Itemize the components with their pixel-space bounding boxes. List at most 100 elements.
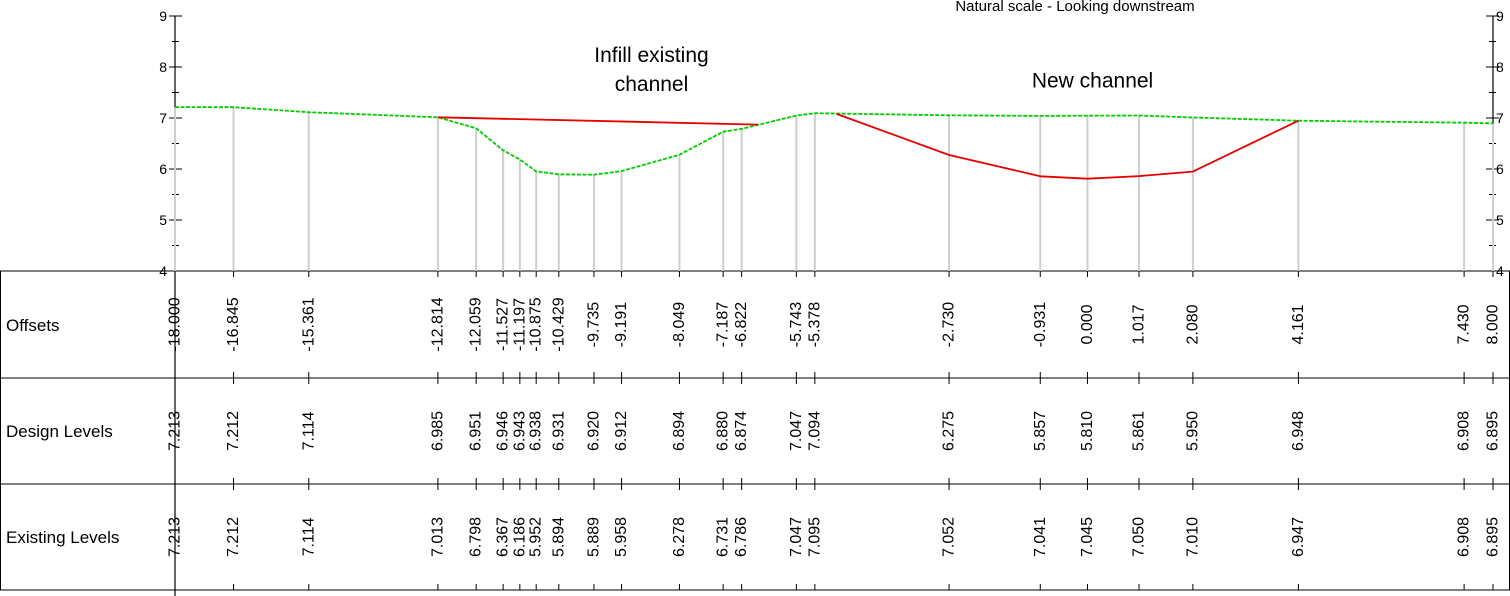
- offset-value: -16.845: [225, 297, 242, 351]
- offset-value: -11.527: [495, 298, 512, 351]
- existing-level-value: 7.114: [300, 517, 317, 556]
- design-level-value: 7.094: [806, 411, 823, 451]
- offset-value: -10.875: [528, 297, 545, 351]
- y-tick-label-right: 8: [1496, 59, 1504, 75]
- y-tick-label-right: 5: [1496, 212, 1504, 228]
- existing-level-value: 7.050: [1131, 517, 1148, 557]
- existing-ground-line: [174, 106, 1494, 176]
- design-level-value: 6.880: [715, 411, 732, 451]
- existing-level-value: 7.041: [1032, 517, 1049, 557]
- data-table: Offsets Design Levels Existing Levels: [0, 270, 1510, 591]
- design-level-value: 7.213: [167, 411, 184, 451]
- existing-level-value: 7.047: [788, 517, 805, 557]
- y-tick-label-right: 9: [1496, 8, 1504, 24]
- existing-level-value: 5.952: [528, 517, 545, 557]
- plot-series: [174, 106, 1494, 180]
- y-tick-label-left: 5: [159, 212, 167, 228]
- design-level-value: 6.985: [429, 411, 446, 451]
- existing-level-value: 7.045: [1079, 517, 1096, 557]
- y-tick-label-left: 4: [159, 263, 167, 279]
- offset-value: 4.161: [1290, 304, 1307, 344]
- offset-value: -12.059: [468, 297, 485, 351]
- row-label-existing-levels: Existing Levels: [6, 528, 119, 547]
- design-level-value: 5.861: [1131, 411, 1148, 451]
- chart-annotations: Infill existing channel New channel: [594, 44, 1153, 96]
- existing-level-value: 6.798: [468, 517, 485, 557]
- design-level-value: 6.894: [671, 411, 688, 451]
- offset-value: 8.000: [1485, 304, 1502, 344]
- offset-value: 1.017: [1131, 304, 1148, 344]
- annotation-line: channel: [615, 73, 689, 96]
- existing-level-value: 6.186: [511, 517, 528, 557]
- offset-value: -10.429: [550, 297, 567, 351]
- y-tick-label-right: 7: [1496, 110, 1504, 126]
- existing-level-value: 7.010: [1184, 517, 1201, 557]
- design-level-value: 6.946: [495, 411, 512, 451]
- table-values: -18.000 -16.845 -15.361 -12.814 -12.059 -11.5…: [167, 271, 1502, 590]
- y-tick-label-left: 9: [159, 8, 167, 24]
- chart-annotation: New channel: [1032, 69, 1153, 92]
- existing-level-value: 5.894: [550, 517, 567, 557]
- y-tick-label-right: 4: [1496, 263, 1504, 279]
- existing-level-value: 6.947: [1290, 517, 1307, 557]
- existing-level-value: 7.095: [806, 517, 823, 557]
- design-level-value: 7.047: [788, 411, 805, 451]
- existing-level-value: 5.889: [586, 517, 603, 557]
- existing-level-value: 5.958: [613, 517, 630, 557]
- design-level-value: 6.920: [586, 411, 603, 451]
- y-tick-label-left: 7: [159, 110, 167, 126]
- existing-level-value: 6.367: [495, 517, 512, 557]
- existing-level-value: 6.895: [1485, 517, 1502, 557]
- station-lines: [174, 107, 1494, 271]
- offset-value: -8.049: [671, 302, 688, 347]
- existing-level-value: 7.013: [429, 517, 446, 557]
- design-level-value: 6.948: [1290, 411, 1307, 451]
- design-level-value: 5.950: [1184, 411, 1201, 451]
- existing-level-value: 7.212: [225, 517, 242, 557]
- design-level-value: 6.943: [511, 411, 528, 451]
- offset-value: -0.931: [1032, 302, 1049, 347]
- offset-value: -12.814: [429, 297, 446, 351]
- existing-level-value: 6.786: [733, 517, 750, 557]
- offset-value: -18.000: [167, 297, 184, 351]
- offset-value: -9.735: [586, 302, 603, 347]
- offset-value: -9.191: [613, 302, 630, 347]
- annotation-line: New channel: [1032, 69, 1153, 92]
- offset-value: -5.743: [788, 302, 805, 347]
- existing-level-value: 6.908: [1456, 517, 1473, 557]
- existing-level-value: 6.278: [671, 517, 688, 557]
- chart-title: Natural scale - Looking downstream: [955, 0, 1194, 15]
- offset-value: -7.187: [715, 302, 732, 347]
- design-level-value: 6.912: [613, 411, 630, 451]
- design-level-value: 6.895: [1485, 411, 1502, 451]
- design-level-value: 6.931: [550, 411, 567, 451]
- y-tick-label-left: 6: [159, 161, 167, 177]
- offset-value: 0.000: [1079, 304, 1096, 344]
- design-level-value: 6.938: [528, 411, 545, 451]
- y-axis-ticks: 4 4 5 5 6 6 7 7 8 8 9 9: [159, 8, 1504, 279]
- y-tick-label-right: 6: [1496, 161, 1504, 177]
- offset-value: -6.822: [733, 302, 750, 347]
- row-label-offsets: Offsets: [6, 316, 60, 335]
- existing-level-value: 6.731: [715, 517, 732, 557]
- offset-value: -2.730: [941, 302, 958, 347]
- design-level-value: 6.908: [1456, 411, 1473, 451]
- offset-value: -5.378: [806, 302, 823, 347]
- annotation-line: Infill existing: [594, 44, 708, 67]
- existing-level-value: 7.213: [167, 517, 184, 557]
- offset-value: -11.197: [511, 298, 528, 351]
- y-tick-label-left: 8: [159, 59, 167, 75]
- design-level-value: 6.874: [733, 411, 750, 451]
- chart-annotation: Infill existing channel: [594, 44, 708, 96]
- offset-value: -15.361: [300, 297, 317, 351]
- design-level-value: 6.275: [941, 411, 958, 451]
- row-label-design-levels: Design Levels: [6, 422, 113, 441]
- design-level-value: 6.951: [468, 411, 485, 451]
- design-line: [437, 116, 759, 126]
- design-level-value: 7.212: [225, 411, 242, 451]
- design-line: [836, 113, 1299, 180]
- existing-level-value: 7.052: [941, 517, 958, 557]
- offset-value: 2.080: [1184, 304, 1201, 344]
- offset-value: 7.430: [1456, 304, 1473, 344]
